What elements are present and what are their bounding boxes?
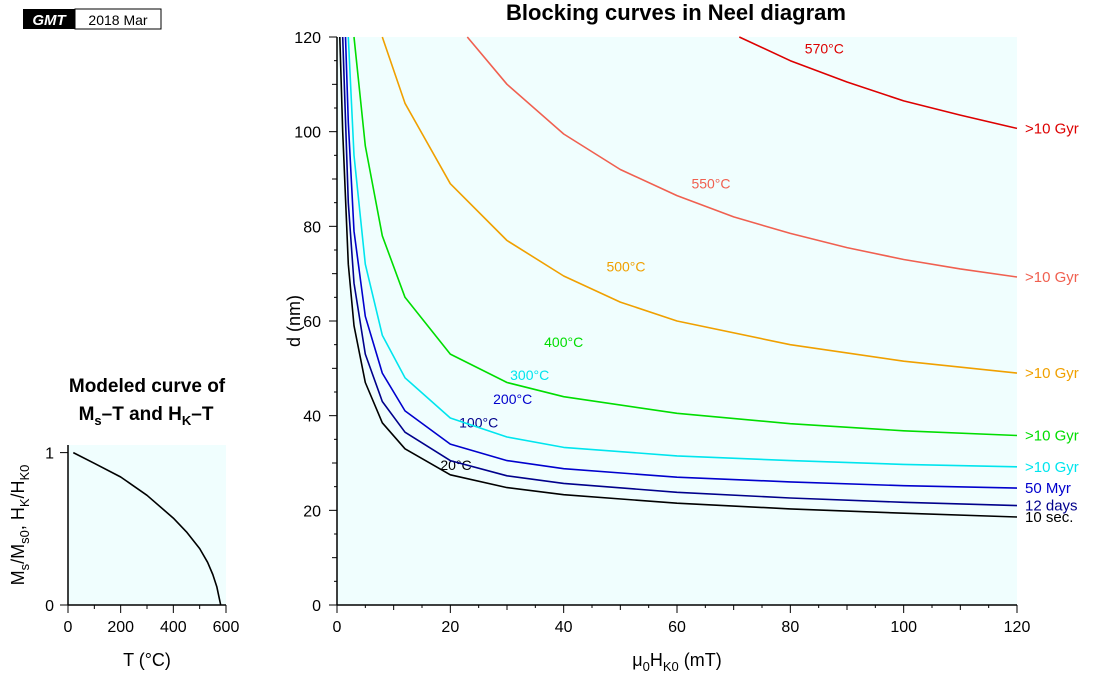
- gmt-logo: GMT: [32, 12, 67, 29]
- main-series-end-label: >10 Gyr: [1025, 120, 1079, 137]
- inset-series-line: [72, 451, 222, 606]
- main-y-tick-label: 120: [294, 30, 321, 47]
- main-series-line: [347, 36, 1018, 468]
- main-x-tick-label: 60: [668, 619, 686, 636]
- main-axes-ticks: 0 20 40 60 80 100 120 0 20 40 60 80 100 120: [294, 30, 1030, 636]
- main-series-end-label: 10 sec.: [1025, 509, 1073, 526]
- main-x-tick-label: 40: [555, 619, 573, 636]
- main-y-tick-label: 60: [303, 314, 321, 331]
- x-label-sub0: 0: [643, 659, 650, 673]
- x-label-sub1: K0: [663, 659, 679, 673]
- main-series-group: 20°C 10 sec. 100°C 12 days 200°C 50 Myr 300°C >…: [339, 36, 1079, 526]
- gmt-badge: GMT 2018 Mar: [23, 8, 162, 30]
- inset-y-tick-label: 1: [45, 446, 54, 463]
- inset-plot-area: [68, 445, 226, 605]
- x-label-unit: (mT): [679, 650, 722, 670]
- main-y-tick-label: 40: [303, 409, 321, 426]
- main-series-end-label: >10 Gyr: [1025, 365, 1079, 382]
- inset-y-tick-label: 0: [45, 598, 54, 615]
- inset-axes-ticks: 0 200 400 600 0 1: [45, 446, 239, 636]
- x-label-h: H: [650, 650, 663, 670]
- inset-x-tick-label: 200: [107, 619, 134, 636]
- main-series-line: [381, 36, 1018, 374]
- inset-x-tick-label: 400: [160, 619, 187, 636]
- main-series-line: [353, 36, 1018, 437]
- main-series-end-label: >10 Gyr: [1025, 428, 1079, 445]
- inset-x-axis-label: T (°C): [123, 650, 171, 670]
- main-chart: Blocking curves in Neel diagram 0 20 40 60 8…: [284, 0, 1079, 673]
- inset-title-line1: Modeled curve of: [69, 376, 226, 397]
- main-series-label: 500°C: [606, 258, 645, 274]
- main-series-label: 300°C: [510, 367, 549, 383]
- main-series-label: 400°C: [544, 334, 583, 350]
- main-x-tick-label: 100: [890, 619, 917, 636]
- main-y-axis-label: d (nm): [284, 295, 304, 347]
- main-series-end-label: >10 Gyr: [1025, 459, 1079, 476]
- inset-chart: Modeled curve of Ms–T and HK–T 0 200 400 60…: [8, 376, 239, 670]
- inset-x-tick-label: 0: [64, 619, 73, 636]
- main-series-label: 100°C: [459, 415, 498, 431]
- main-series-label: 570°C: [805, 41, 844, 57]
- gmt-logo-box: [23, 9, 75, 29]
- main-y-tick-label: 100: [294, 125, 321, 142]
- main-series-line: [341, 36, 1018, 507]
- inset-x-tick-label: 600: [213, 619, 240, 636]
- main-series-label: 550°C: [691, 175, 730, 191]
- inset-title-line2: Ms–T and HK–T: [79, 404, 214, 428]
- main-y-tick-label: 20: [303, 503, 321, 520]
- main-series-end-label: 50 Myr: [1025, 480, 1071, 497]
- main-x-tick-label: 0: [333, 619, 342, 636]
- inset-series-group: [72, 451, 222, 606]
- main-x-tick-label: 120: [1004, 619, 1031, 636]
- inset-y-axis-label: Ms/Ms0, HK/HK0: [8, 465, 32, 586]
- main-series-end-label: >10 Gyr: [1025, 269, 1079, 286]
- date-box: [74, 8, 162, 30]
- x-label-mu: μ: [632, 650, 642, 670]
- main-x-tick-label: 80: [781, 619, 799, 636]
- main-series-line: [339, 36, 1018, 518]
- main-x-tick-label: 20: [441, 619, 459, 636]
- main-x-axis-label: μ0HK0 (mT): [632, 650, 722, 673]
- main-series-line: [466, 36, 1018, 278]
- date-label: 2018 Mar: [88, 12, 147, 28]
- main-series-label: 200°C: [493, 391, 532, 407]
- main-y-tick-label: 80: [303, 219, 321, 236]
- main-series-line: [738, 36, 1018, 130]
- main-y-tick-label: 0: [312, 598, 321, 615]
- main-chart-title: Blocking curves in Neel diagram: [506, 0, 846, 25]
- main-series-line: [344, 36, 1018, 489]
- main-series-end-label: 12 days: [1025, 498, 1078, 515]
- main-series-label: 20°C: [440, 457, 471, 473]
